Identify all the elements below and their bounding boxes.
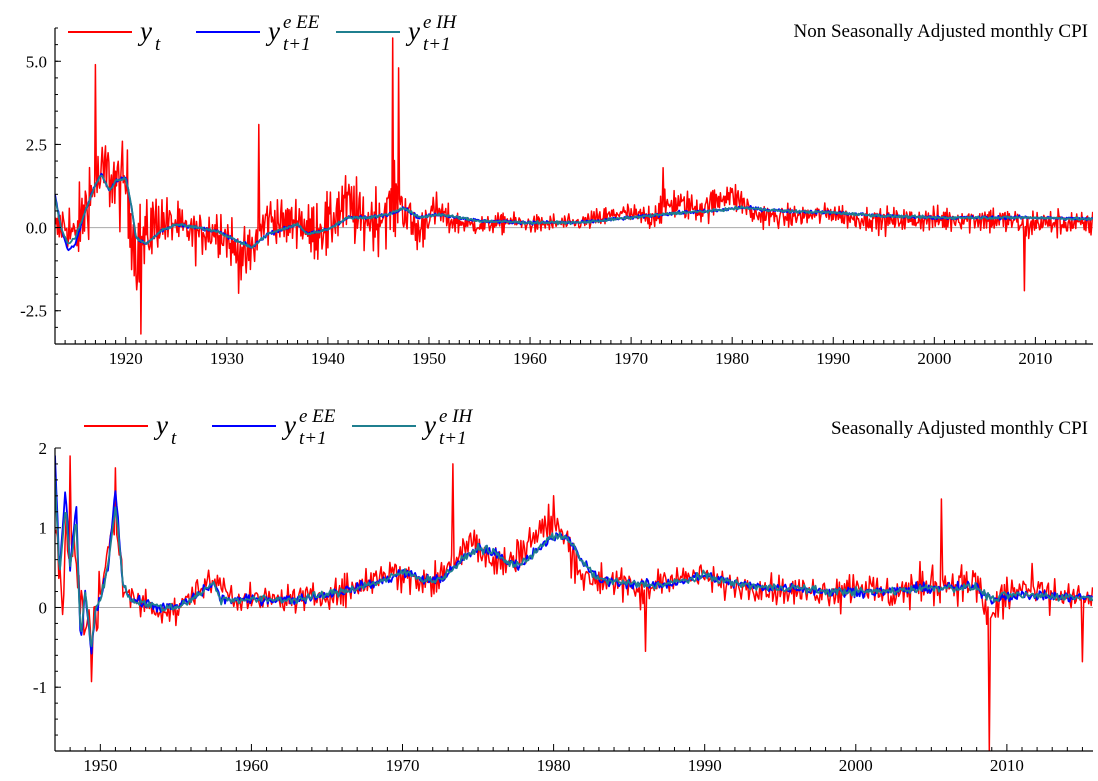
- y-tick-label: -2.5: [20, 302, 47, 321]
- legend-subscript: t+1: [299, 428, 327, 449]
- y-tick-label: -1: [33, 678, 47, 697]
- legend: y t y t+1e EE y t+1e IH: [84, 406, 474, 449]
- legend-superscript: e EE: [299, 406, 336, 427]
- x-tick-label: 1990: [688, 756, 722, 775]
- x-tick-label: 1960: [513, 349, 547, 368]
- series-line-ih: [55, 174, 1093, 249]
- legend-item-ee: y t+1e EE: [196, 12, 320, 55]
- panel-title: Non Seasonally Adjusted monthly CPI: [794, 21, 1089, 42]
- legend-subscript: t+1: [439, 428, 467, 449]
- legend-symbol: y: [137, 16, 152, 46]
- x-tick-label: 1990: [816, 349, 850, 368]
- panel-title: Seasonally Adjusted monthly CPI: [831, 418, 1088, 439]
- x-tick-label: 2010: [990, 756, 1024, 775]
- y-tick-label: 5.0: [26, 52, 47, 71]
- legend-item-ih: y t+1e IH: [352, 406, 474, 449]
- x-tick-label: 1920: [109, 349, 143, 368]
- y-tick-label: 2.5: [26, 135, 47, 154]
- x-tick-label: 1970: [614, 349, 648, 368]
- y-tick-label: 1: [39, 519, 48, 538]
- panel-seasonally-adjusted: -1 0 1 2 1950 1960 1970 1980 1990 2000 2010 Seasona…: [33, 406, 1093, 775]
- x-tick-label: 1980: [537, 756, 571, 775]
- series-line-actual: [55, 37, 1093, 335]
- legend-symbol: y: [421, 410, 436, 440]
- legend-symbol: y: [405, 16, 420, 46]
- legend-subscript: t: [171, 428, 177, 449]
- panel-non-seasonally-adjusted: -2.5 0.0 2.5 5.0 1920 1930 1940 1950 1960 1970 198…: [20, 12, 1093, 368]
- y-tick-label: 0: [39, 598, 48, 617]
- x-tick-label: 1950: [412, 349, 446, 368]
- x-tick-label: 2010: [1018, 349, 1052, 368]
- legend-subscript: t+1: [283, 34, 311, 55]
- legend-superscript: e IH: [439, 406, 474, 427]
- x-tick-label: 1950: [83, 756, 117, 775]
- x-tick-label: 1960: [234, 756, 268, 775]
- legend-superscript: e EE: [283, 12, 320, 33]
- legend-subscript: t: [155, 34, 161, 55]
- x-tick-label: 1980: [715, 349, 749, 368]
- series-line-actual: [55, 455, 1093, 751]
- y-tick-label: 2: [39, 439, 48, 458]
- legend-symbol: y: [281, 410, 296, 440]
- y-tick-label: 0.0: [26, 219, 47, 238]
- x-tick-label: 2000: [839, 756, 873, 775]
- legend-item-ee: y t+1e EE: [212, 406, 336, 449]
- legend-symbol: y: [153, 410, 168, 440]
- x-tick-label: 2000: [917, 349, 951, 368]
- legend: y t y t+1e EE y t+1e IH: [68, 12, 458, 55]
- series-line-ih: [55, 476, 1093, 648]
- legend-item-ih: y t+1e IH: [336, 12, 458, 55]
- x-tick-label: 1940: [311, 349, 345, 368]
- x-tick-label: 1930: [210, 349, 244, 368]
- legend-subscript: t+1: [423, 34, 451, 55]
- legend-symbol: y: [265, 16, 280, 46]
- legend-superscript: e IH: [423, 12, 458, 33]
- x-tick-label: 1970: [386, 756, 420, 775]
